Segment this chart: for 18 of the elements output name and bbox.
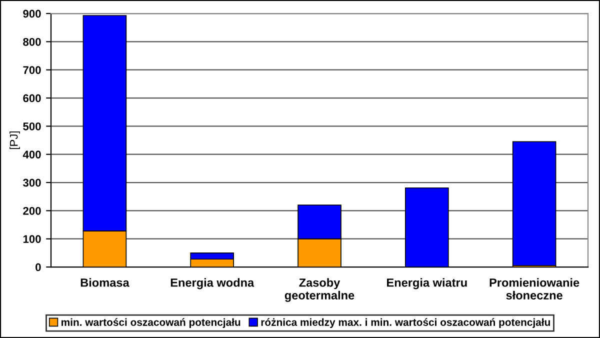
y-tick-label: 400 <box>22 150 41 158</box>
x-tick-label: Zasoby geotermalne <box>284 278 354 302</box>
y-tick-label: 700 <box>23 66 41 74</box>
y-tick-label: 800 <box>23 38 41 46</box>
x-tick-label: Energia wodna <box>170 278 254 290</box>
x-tick-label: Biomasa <box>80 278 130 287</box>
legend-label: min. wartości oszacowań potencjału <box>62 318 240 328</box>
y-tick-label: 200 <box>23 206 41 215</box>
y-tick-label: 500 <box>23 122 41 130</box>
y-tick-label: 600 <box>23 94 41 102</box>
x-tick-label: Energia wiatru <box>387 278 467 290</box>
legend-label: różnica miedzy max. i min. wartości oszacowań potencjału <box>261 318 550 328</box>
y-tick-label: 100 <box>23 235 41 243</box>
y-tick-label: 900 <box>23 10 41 18</box>
y-axis-title: [PJ] <box>10 131 20 150</box>
y-tick-label: 300 <box>22 178 41 187</box>
y-tick-label: 0 <box>36 263 41 272</box>
x-tick-label: Promieniowanie słoneczne <box>490 278 580 300</box>
